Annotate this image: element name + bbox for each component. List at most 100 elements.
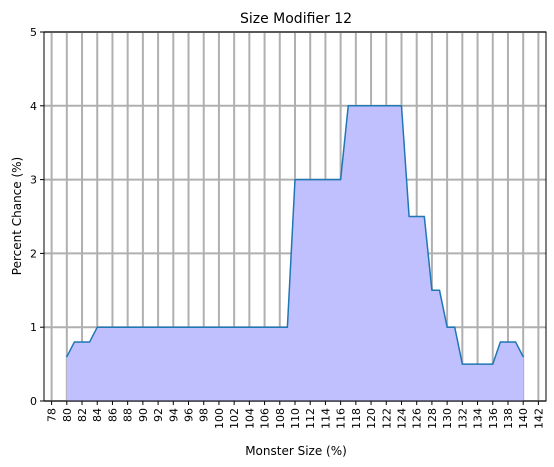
data-point xyxy=(423,215,425,218)
data-point xyxy=(514,341,517,343)
x-tick-label: 128 xyxy=(426,408,439,429)
x-tick-label: 118 xyxy=(350,408,363,429)
data-point xyxy=(187,326,190,328)
data-point xyxy=(218,326,220,328)
y-tick-label: 4 xyxy=(30,100,37,113)
x-tick-label: 98 xyxy=(198,408,211,422)
data-point xyxy=(225,326,228,328)
y-tick-label: 1 xyxy=(30,321,37,334)
data-point xyxy=(340,179,342,181)
data-point xyxy=(476,363,479,365)
data-point xyxy=(362,105,365,107)
y-tick-label: 0 xyxy=(30,395,37,408)
x-tick-label: 78 xyxy=(46,408,59,422)
x-tick-label: 138 xyxy=(502,408,515,429)
data-point xyxy=(172,326,174,328)
data-point xyxy=(309,179,311,181)
data-point xyxy=(134,326,136,328)
chart-title: Size Modifier 12 xyxy=(240,11,352,27)
x-tick-label: 88 xyxy=(122,408,135,422)
data-point xyxy=(492,363,494,365)
data-point xyxy=(149,326,152,328)
data-point xyxy=(400,105,403,107)
x-tick-label: 96 xyxy=(183,408,196,422)
data-point xyxy=(119,326,121,328)
x-tick-label: 84 xyxy=(91,408,104,422)
data-point xyxy=(355,105,357,107)
data-point xyxy=(461,363,463,365)
series-line-layer xyxy=(66,105,524,365)
x-tick-label: 90 xyxy=(137,408,150,422)
data-point xyxy=(89,341,91,343)
x-tick-label: 122 xyxy=(380,408,393,429)
x-tick-label: 126 xyxy=(411,408,424,429)
data-point xyxy=(66,356,68,358)
x-tick-label: 120 xyxy=(365,408,378,429)
data-point xyxy=(127,326,129,328)
data-point xyxy=(195,326,197,328)
data-point xyxy=(286,326,288,328)
data-point xyxy=(416,215,418,218)
x-tick-label: 94 xyxy=(167,408,180,422)
data-point xyxy=(324,179,327,181)
data-point xyxy=(111,326,114,328)
data-point xyxy=(203,326,205,328)
data-point xyxy=(499,341,501,343)
data-point xyxy=(454,326,456,328)
data-point xyxy=(294,179,296,181)
data-point xyxy=(484,363,486,365)
data-point xyxy=(180,326,182,328)
x-tick-label: 130 xyxy=(441,408,454,429)
x-tick-label: 132 xyxy=(456,408,469,429)
x-tick-label: 92 xyxy=(152,408,165,422)
data-point xyxy=(248,326,250,328)
data-point xyxy=(81,341,83,343)
data-point xyxy=(446,326,448,328)
data-point xyxy=(302,179,304,181)
data-point xyxy=(469,363,471,365)
data-point xyxy=(370,105,372,107)
y-tick-label: 3 xyxy=(30,174,37,187)
data-point xyxy=(73,341,76,343)
data-point xyxy=(378,105,380,107)
data-point xyxy=(279,326,281,328)
data-point xyxy=(438,289,441,291)
x-tick-label: 82 xyxy=(76,408,89,422)
data-point xyxy=(431,289,433,291)
x-tick-label: 110 xyxy=(289,408,302,429)
data-point xyxy=(347,105,349,107)
x-tick-label: 124 xyxy=(395,408,408,429)
data-point xyxy=(263,326,266,328)
x-tick-label: 116 xyxy=(335,408,348,429)
x-tick-label: 114 xyxy=(319,408,332,429)
data-point xyxy=(271,326,273,328)
x-tick-label: 106 xyxy=(259,408,272,429)
x-axis-label: Monster Size (%) xyxy=(245,444,347,458)
data-point xyxy=(157,326,159,328)
x-tick-label: 134 xyxy=(472,408,485,429)
x-tick-label: 104 xyxy=(243,408,256,429)
data-point xyxy=(385,105,387,107)
data-point xyxy=(104,326,106,328)
x-tick-label: 102 xyxy=(228,408,241,429)
data-point xyxy=(241,326,243,328)
y-axis-ticks: 0 1 2 3 4 5 xyxy=(30,26,44,408)
data-point xyxy=(507,341,509,343)
x-tick-label: 136 xyxy=(487,408,500,429)
data-point xyxy=(522,356,524,358)
x-tick-label: 80 xyxy=(61,408,74,422)
data-point xyxy=(317,179,319,181)
y-tick-label: 5 xyxy=(30,26,37,39)
data-point xyxy=(142,326,144,328)
data-point xyxy=(332,179,334,181)
x-tick-label: 108 xyxy=(274,408,287,429)
data-point xyxy=(165,326,167,328)
data-point xyxy=(233,326,235,328)
x-tick-label: 112 xyxy=(304,408,317,429)
data-point xyxy=(256,326,258,328)
x-axis-ticks: 78 80 82 84 86 88 90 92 94 96 98 100 102 104 106 108 110… xyxy=(46,401,545,429)
y-tick-label: 2 xyxy=(30,247,37,260)
x-tick-label: 140 xyxy=(517,408,530,429)
data-point xyxy=(210,326,212,328)
data-point xyxy=(393,105,395,107)
